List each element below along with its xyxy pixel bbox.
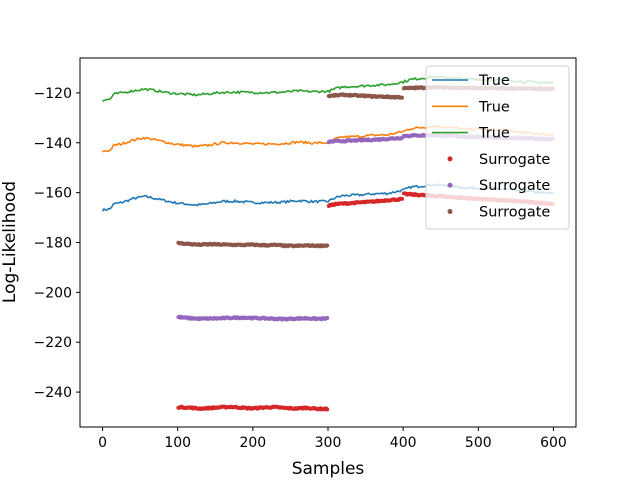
y-tick-label: −200 [34,285,72,301]
legend-label: Surrogate [479,152,550,168]
x-tick-label: 300 [315,435,342,451]
scatter-point-3-1 [400,196,404,201]
legend-label: True [478,126,510,142]
y-tick-label: −240 [34,385,72,401]
y-axis: −240 −220 −200 −180 −160 −140 −120 [34,86,80,401]
y-tick-label: −140 [34,136,72,152]
x-tick-label: 200 [239,435,266,451]
x-tick-label: 100 [164,435,191,451]
y-axis-label: Log-Likelihood [0,181,20,303]
scatter-point-5-1 [400,95,404,100]
x-tick-label: 500 [465,435,492,451]
x-tick-label: 400 [390,435,417,451]
x-axis-label: Samples [292,459,365,479]
y-tick-label: −180 [34,236,72,252]
y-tick-label: −160 [34,186,72,202]
legend-label: True [478,99,510,115]
scatter-point-5-0 [325,243,330,248]
legend-dot-swatch [447,209,453,214]
legend-dot-swatch [447,156,453,162]
legend-label: True [478,73,510,89]
legend-label: Surrogate [479,178,550,194]
scatter-point-3-0 [325,407,330,412]
y-tick-label: −120 [34,86,72,102]
x-tick-label: 0 [98,435,107,451]
legend: True True True Surrogate Surrogate Surrogate [425,65,570,230]
legend-dot-swatch [447,182,453,188]
y-tick-label: −220 [34,335,72,351]
legend-label: Surrogate [479,205,550,221]
x-tick-label: 600 [540,435,567,451]
x-axis: 0 100 200 300 400 500 600 [98,427,567,451]
scatter-point-4-0 [325,316,330,320]
